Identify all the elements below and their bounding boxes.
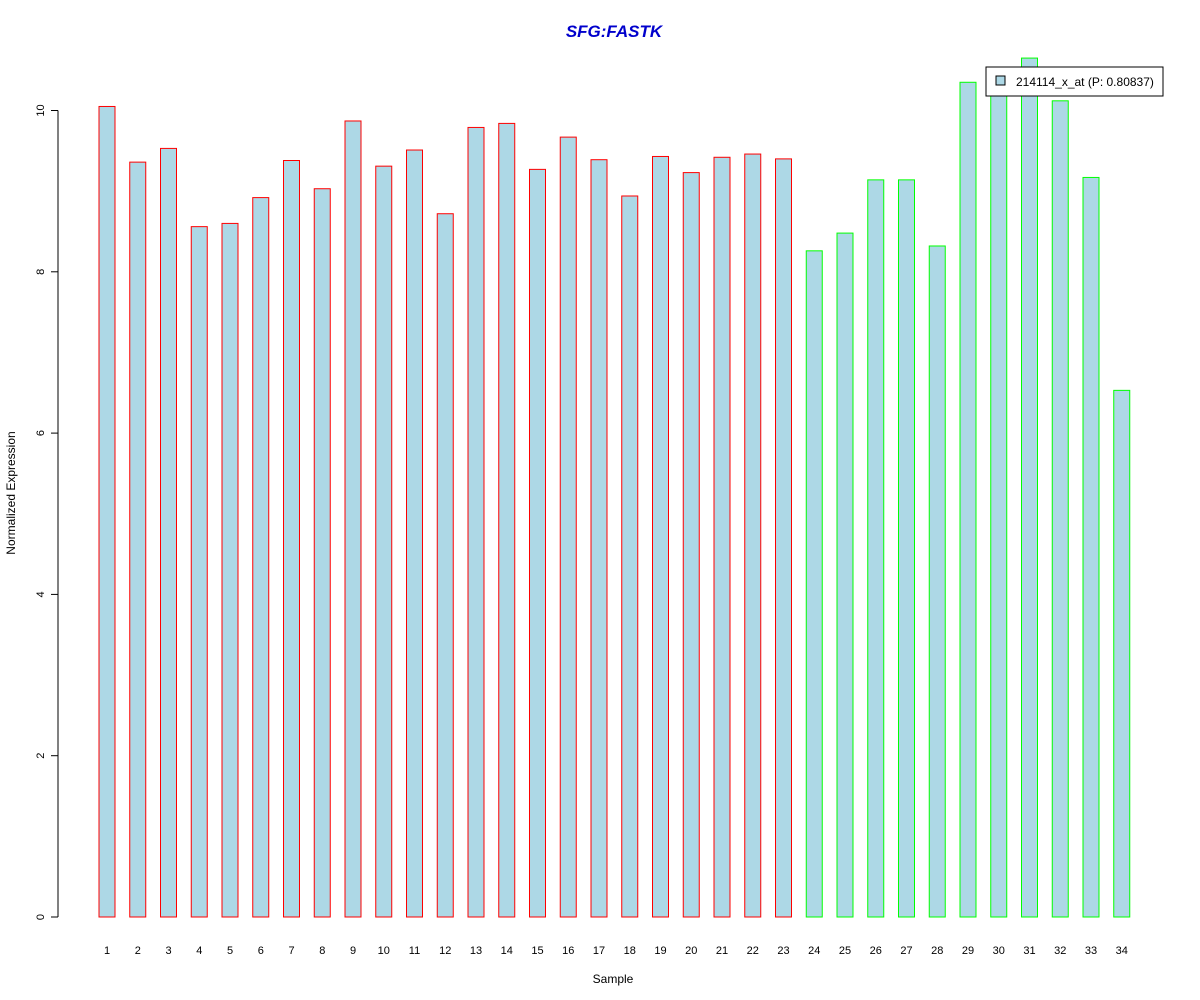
bar-sample-16 [559,136,577,918]
bar-sample-33 [1082,176,1100,918]
y-tick-label: 0 [35,914,47,920]
x-tick-label: 20 [685,945,697,957]
bar-sample-5 [221,222,239,918]
x-tick-label: 27 [900,945,912,957]
x-tick-label: 15 [531,945,543,957]
bar-sample-14 [498,122,516,918]
bar-sample-2 [129,161,147,918]
bar-sample-22 [744,153,762,918]
x-tick-label: 4 [196,945,202,957]
x-tick-label: 8 [319,945,325,957]
y-tick-label: 8 [35,269,47,275]
y-tick-label: 6 [35,430,47,436]
bar-sample-21 [713,156,731,918]
y-tick-label: 4 [35,591,47,597]
bar-sample-20 [682,172,700,918]
bar-sample-17 [590,159,608,918]
x-tick-label: 16 [562,945,574,957]
x-tick-label: 22 [747,945,759,957]
x-tick-label: 21 [716,945,728,957]
bar-sample-28 [928,245,946,918]
bar-sample-13 [467,126,485,918]
x-tick-label: 6 [258,945,264,957]
x-tick-label: 33 [1085,945,1097,957]
bar-sample-34 [1113,389,1131,918]
x-tick-label: 14 [501,945,513,957]
bar-sample-4 [190,226,208,918]
x-tick-label: 5 [227,945,233,957]
bar-sample-9 [344,120,362,918]
x-tick-label: 1 [104,945,110,957]
x-tick-label: 2 [135,945,141,957]
x-tick-label: 26 [870,945,882,957]
bar-sample-29 [959,81,977,918]
x-tick-label: 9 [350,945,356,957]
bar-sample-18 [621,195,639,918]
bar-sample-7 [283,160,300,918]
y-tick-label: 2 [35,753,47,759]
bar-sample-6 [252,197,270,918]
legend-box [985,66,1164,97]
x-tick-label: 18 [624,945,636,957]
bar-sample-26 [867,179,885,918]
legend-entry: 214114_x_at (P: 0.80837) [1016,75,1154,89]
x-tick-label: 25 [839,945,851,957]
bar-sample-15 [529,168,546,918]
bar-sample-27 [898,179,915,918]
bar-sample-19 [652,155,669,918]
x-tick-label: 32 [1054,945,1066,957]
chart-title: SFG:FASTK [566,22,664,41]
x-tick-label: 10 [378,945,390,957]
bar-sample-31 [1021,57,1038,918]
x-tick-label: 11 [409,945,420,957]
x-tick-label: 12 [439,945,451,957]
x-axis-ticks: 1 2 3 4 5 6 7 8 9 10 11 12 13 14 15 16 17 18 19 20 21 22 23 24 2… [104,945,1128,957]
bar-sample-23 [775,158,792,918]
y-tick-label: 10 [35,104,47,116]
bar-sample-24 [805,250,823,918]
x-tick-label: 29 [962,945,974,957]
bar-sample-12 [436,213,454,918]
bar-sample-11 [406,149,423,918]
bar-sample-10 [375,165,393,918]
x-tick-label: 28 [931,945,943,957]
y-axis-label: Normalized Expression [4,431,18,554]
x-tick-label: 19 [654,945,666,957]
bar-sample-3 [160,147,177,918]
x-tick-label: 13 [470,945,482,957]
x-axis-label: Sample [593,972,634,986]
x-tick-label: 3 [165,945,171,957]
x-tick-label: 23 [777,945,789,957]
bar-sample-8 [313,188,331,918]
bar-sample-25 [836,232,854,918]
legend: 214114_x_at (P: 0.80837) [985,66,1164,97]
x-tick-label: 30 [993,945,1005,957]
x-tick-label: 31 [1023,945,1035,957]
x-tick-label: 24 [808,945,820,957]
bar-sample-32 [1051,100,1069,918]
bar-sample-30 [990,69,1008,918]
y-axis: 0 2 4 6 8 10 [35,104,59,920]
bar-sample-1 [98,105,116,918]
legend-swatch [995,75,1006,86]
x-tick-label: 17 [593,945,605,957]
x-tick-label: 7 [288,945,294,957]
x-tick-label: 34 [1116,945,1128,957]
bars [98,57,1131,918]
